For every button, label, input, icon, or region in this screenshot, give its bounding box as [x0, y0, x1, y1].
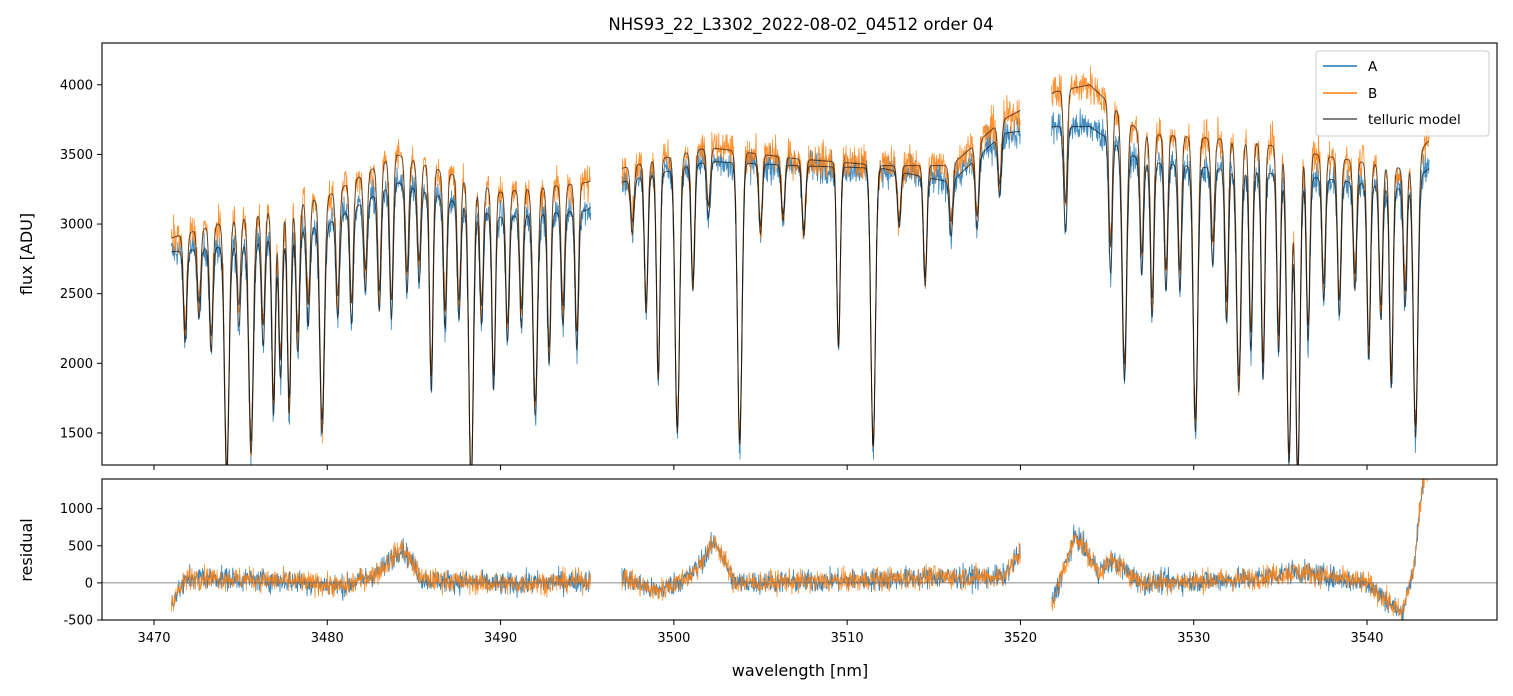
residual-ticks: -500 0 500 1000 3470 3480 3490 3500 3510 3520 3530…: [60, 502, 1384, 646]
x-tick-label: 3540: [1350, 631, 1383, 646]
flux-data: [170, 66, 1430, 465]
legend-label-b: B: [1368, 86, 1377, 102]
flux-y-tick-label: 1500: [60, 426, 93, 441]
flux-y-tick-label: 3000: [60, 218, 93, 233]
x-tick-label: 3480: [311, 631, 344, 646]
flux-panel: 1500 2000 2500 3000 3500 4000 flux [ADU]: [17, 42, 1498, 470]
x-tick-label: 3530: [1177, 631, 1210, 646]
legend-label-a: A: [1368, 59, 1378, 75]
flux-ticks: 1500 2000 2500 3000 3500 4000: [60, 78, 1368, 470]
x-axis-label: wavelength [nm]: [732, 661, 869, 680]
x-tick-label: 3470: [137, 631, 170, 646]
flux-y-tick-label: 3500: [60, 148, 93, 163]
legend: A B telluric model: [1315, 50, 1490, 137]
residual-y-tick-label: 1000: [60, 502, 93, 517]
flux-y-tick-label: 2000: [60, 357, 93, 372]
flux-y-tick-label: 2500: [60, 287, 93, 302]
residual-y-tick-label: -500: [63, 614, 93, 629]
residual-plot-frame: [101, 478, 1498, 621]
residual-data: [102, 479, 1497, 620]
x-tick-label: 3510: [831, 631, 864, 646]
telluric-model-b-line: [171, 84, 1430, 465]
residual-panel: -500 0 500 1000 3470 3480 3490 3500 3510 3520 3530…: [17, 478, 1498, 680]
legend-box: [1315, 50, 1490, 137]
flux-plot-frame: [101, 42, 1498, 466]
x-tick-label: 3500: [657, 631, 690, 646]
residual-b-line: [170, 479, 1428, 620]
flux-y-tick-label: 4000: [60, 78, 93, 93]
residual-y-tick-label: 0: [85, 576, 93, 591]
flux-plot-area: [102, 43, 1497, 465]
flux-y-axis-label: flux [ADU]: [17, 213, 36, 295]
residual-y-tick-label: 500: [68, 539, 93, 554]
legend-label-telluric: telluric model: [1368, 112, 1461, 128]
residual-y-axis-label: residual: [17, 518, 36, 581]
x-tick-label: 3490: [484, 631, 517, 646]
residual-plot-area: [102, 479, 1497, 620]
x-tick-label: 3520: [1004, 631, 1037, 646]
chart-title: NHS93_22_L3302_2022-08-02_04512 order 04: [608, 15, 993, 35]
